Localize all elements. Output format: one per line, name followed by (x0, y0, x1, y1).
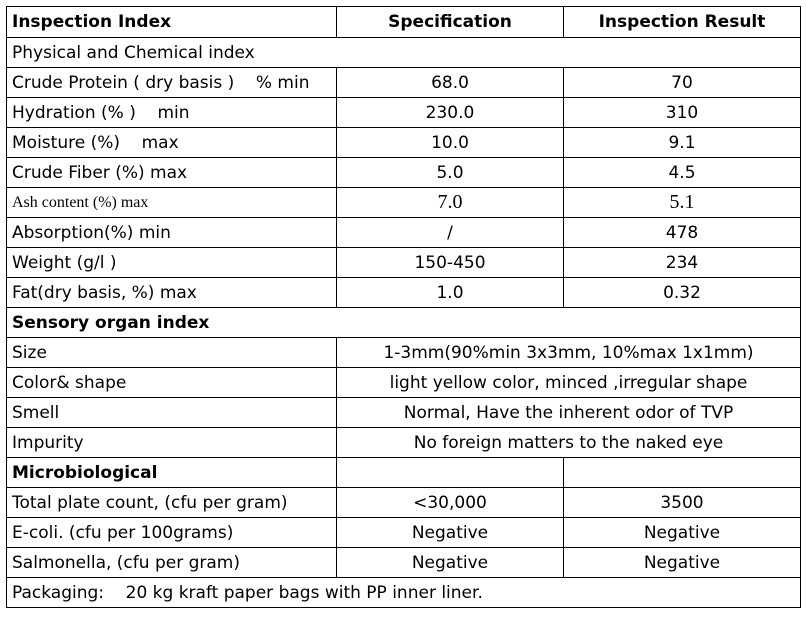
row-value: 1-3mm(90%min 3x3mm, 10%max 1x1mm) (336, 337, 801, 368)
row-spec: / (336, 217, 564, 248)
row-result: 9.1 (563, 127, 801, 158)
row-spec: <30,000 (336, 487, 564, 518)
row-spec: 230.0 (336, 97, 564, 128)
row-result: 4.5 (563, 157, 801, 188)
inspection-sheet: Inspection Index Specification Inspectio… (6, 6, 801, 608)
row-index: Weight (g/l ) (6, 247, 337, 278)
packaging-row: Packaging: 20 kg kraft paper bags with P… (6, 577, 801, 608)
row-index: Total plate count, (cfu per gram) (6, 487, 337, 518)
table-row: Hydration (% ) min 230.0 310 (6, 97, 801, 128)
row-spec: 68.0 (336, 67, 564, 98)
row-spec: 150-450 (336, 247, 564, 278)
row-result: 0.32 (563, 277, 801, 308)
section-row-micro: Microbiological (6, 457, 801, 488)
section-row-sensory: Sensory organ index (6, 307, 801, 338)
row-result: Negative (563, 547, 801, 578)
row-result: 478 (563, 217, 801, 248)
section-title-physical: Physical and Chemical index (6, 37, 801, 68)
section-title-sensory: Sensory organ index (6, 307, 801, 338)
row-value: light yellow color, minced ,irregular sh… (336, 367, 801, 398)
header-specification: Specification (336, 6, 564, 38)
row-result: 234 (563, 247, 801, 278)
table-row: Total plate count, (cfu per gram) <30,00… (6, 487, 801, 518)
table-row: Impurity No foreign matters to the naked… (6, 427, 801, 458)
header-row: Inspection Index Specification Inspectio… (6, 6, 801, 38)
row-spec: 1.0 (336, 277, 564, 308)
row-spec: 7.0 (336, 187, 564, 218)
row-result: 310 (563, 97, 801, 128)
row-result: Negative (563, 517, 801, 548)
table-row: Moisture (%) max 10.0 9.1 (6, 127, 801, 158)
empty-cell (336, 457, 564, 488)
table-row: Crude Fiber (%) max 5.0 4.5 (6, 157, 801, 188)
table-row: Weight (g/l ) 150-450 234 (6, 247, 801, 278)
row-index: Crude Protein ( dry basis ) % min (6, 67, 337, 98)
inspection-table: Inspection Index Specification Inspectio… (6, 6, 801, 608)
row-index: Impurity (6, 427, 337, 458)
row-index: Hydration (% ) min (6, 97, 337, 128)
table-row: Absorption(%) min / 478 (6, 217, 801, 248)
row-spec: Negative (336, 517, 564, 548)
row-index: Absorption(%) min (6, 217, 337, 248)
row-spec: 5.0 (336, 157, 564, 188)
table-row: Ash content (%) max 7.0 5.1 (6, 187, 801, 218)
row-index: Ash content (%) max (6, 187, 337, 218)
row-spec: 10.0 (336, 127, 564, 158)
row-index: Color& shape (6, 367, 337, 398)
row-index: Smell (6, 397, 337, 428)
row-result: 5.1 (563, 187, 801, 218)
section-row-physical: Physical and Chemical index (6, 37, 801, 68)
row-spec: Negative (336, 547, 564, 578)
header-inspection-index: Inspection Index (6, 6, 337, 38)
table-row: E-coli. (cfu per 100grams) Negative Nega… (6, 517, 801, 548)
table-row: Salmonella, (cfu per gram) Negative Nega… (6, 547, 801, 578)
table-row: Fat(dry basis, %) max 1.0 0.32 (6, 277, 801, 308)
packaging-text: Packaging: 20 kg kraft paper bags with P… (6, 577, 801, 608)
row-result: 3500 (563, 487, 801, 518)
row-index: Moisture (%) max (6, 127, 337, 158)
row-result: 70 (563, 67, 801, 98)
row-value: Normal, Have the inherent odor of TVP (336, 397, 801, 428)
table-row: Smell Normal, Have the inherent odor of … (6, 397, 801, 428)
table-row: Color& shape light yellow color, minced … (6, 367, 801, 398)
section-title-micro: Microbiological (6, 457, 337, 488)
table-row: Crude Protein ( dry basis ) % min 68.0 7… (6, 67, 801, 98)
empty-cell (563, 457, 801, 488)
row-index: Size (6, 337, 337, 368)
row-index: Fat(dry basis, %) max (6, 277, 337, 308)
row-index: E-coli. (cfu per 100grams) (6, 517, 337, 548)
row-value: No foreign matters to the naked eye (336, 427, 801, 458)
row-index: Salmonella, (cfu per gram) (6, 547, 337, 578)
header-inspection-result: Inspection Result (563, 6, 801, 38)
row-index: Crude Fiber (%) max (6, 157, 337, 188)
table-row: Size 1-3mm(90%min 3x3mm, 10%max 1x1mm) (6, 337, 801, 368)
